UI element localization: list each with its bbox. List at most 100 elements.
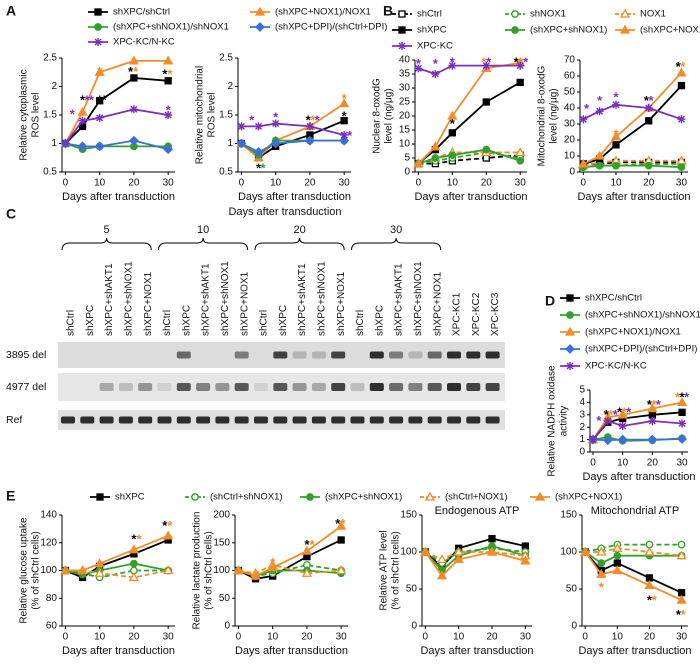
marker — [78, 116, 87, 125]
y-tick-label: 30 — [399, 83, 411, 94]
group-label: 20 — [293, 224, 305, 236]
y-tick-label: 120 — [40, 537, 57, 548]
marker — [612, 141, 620, 149]
band — [408, 416, 423, 424]
marker — [336, 520, 347, 530]
significance-mark: * — [97, 92, 103, 107]
band — [369, 416, 384, 424]
marker — [676, 550, 687, 560]
marker — [678, 408, 686, 416]
significance-mark: * — [652, 592, 658, 607]
band — [292, 351, 307, 359]
significance-mark: * — [270, 555, 276, 570]
x-tick-label: 10 — [94, 632, 106, 643]
legend-label: NOX1 — [640, 9, 666, 20]
significance-mark: * — [613, 407, 619, 422]
significance-mark: * — [648, 93, 654, 108]
band — [273, 416, 288, 424]
significance-mark: * — [162, 518, 168, 533]
marker — [430, 141, 441, 151]
band — [196, 416, 211, 424]
y-tick-label: 0 — [579, 447, 585, 458]
significance-mark: * — [433, 56, 439, 71]
x-axis-label: Days after transduction — [414, 191, 527, 203]
lane-label: shXPC — [278, 305, 289, 336]
significance-mark: * — [597, 93, 603, 108]
significance-mark: * — [133, 64, 139, 79]
legend-label: (shXPC+shNOX1)/shNOX1 — [113, 22, 229, 33]
marker — [94, 567, 105, 577]
marker — [128, 544, 140, 554]
significance-mark: * — [342, 108, 348, 123]
significance-mark: * — [131, 532, 137, 547]
lane-label: XPC-KC1 — [452, 292, 463, 336]
legend-label: shNOX1 — [530, 9, 566, 20]
band — [466, 383, 481, 391]
row-label: 3895 del — [6, 349, 46, 361]
band — [466, 416, 481, 424]
bracket — [158, 237, 249, 251]
legend-label: (shXPC+shNOX1) — [325, 492, 402, 503]
marker — [60, 565, 71, 575]
lane-label: shXPC+NOX1 — [336, 271, 347, 336]
y-tick-label: 150 — [213, 537, 230, 548]
band — [447, 351, 461, 359]
marker — [647, 403, 658, 413]
marker — [677, 163, 686, 172]
x-tick-label: 0 — [63, 632, 69, 643]
marker — [511, 26, 519, 34]
significance-mark: * — [273, 109, 279, 124]
marker — [613, 551, 622, 560]
significance-mark: * — [613, 126, 619, 141]
lane-label: shXPC+shAKT1 — [201, 263, 212, 336]
band — [61, 383, 75, 391]
x-axis-label: Days after transduction — [62, 191, 175, 203]
band — [292, 383, 307, 391]
y-tick-label: 0 — [571, 621, 577, 632]
band — [80, 416, 95, 424]
marker — [595, 161, 604, 170]
marker — [482, 145, 491, 154]
band — [138, 383, 153, 391]
marker — [96, 493, 104, 501]
significance-mark: * — [80, 92, 86, 107]
significance-mark: * — [647, 397, 653, 412]
marker — [163, 565, 174, 575]
y-axis-label: Relative mitochondrial — [195, 66, 206, 164]
marker — [516, 156, 525, 165]
band — [80, 352, 94, 359]
marker — [164, 77, 172, 85]
marker — [579, 115, 588, 124]
marker — [301, 567, 313, 577]
y-axis-label: (% of shCtrl cells) — [391, 531, 402, 609]
significance-mark: * — [315, 112, 321, 127]
marker — [398, 42, 406, 50]
marker — [578, 158, 589, 168]
x-tick-label: 30 — [676, 178, 688, 189]
y-tick-label: 5 — [579, 385, 585, 396]
x-tick-label: 0 — [239, 178, 245, 189]
y-tick-label: 2.5 — [43, 53, 57, 64]
marker — [94, 66, 105, 76]
marker — [588, 435, 597, 444]
significance-mark: * — [486, 54, 492, 69]
marker — [253, 147, 264, 157]
marker — [130, 559, 138, 568]
group-label: 5 — [104, 224, 110, 236]
marker — [398, 26, 406, 34]
significance-mark: * — [684, 389, 690, 404]
significance-mark: * — [89, 92, 95, 107]
legend-label: (shXPC+shNOX1)/shNOX1 — [585, 310, 700, 321]
band — [351, 352, 365, 359]
marker — [436, 570, 448, 580]
band — [99, 416, 114, 424]
x-tick-label: 30 — [520, 632, 532, 643]
band — [196, 352, 210, 359]
marker — [566, 294, 574, 302]
y-tick-label: 140 — [40, 510, 57, 521]
x-tick-label: 30 — [676, 632, 688, 643]
band — [331, 416, 346, 424]
y-tick-label: 150 — [400, 510, 417, 521]
band — [447, 416, 461, 424]
y-axis-label: level (ng/μg) — [549, 88, 560, 143]
